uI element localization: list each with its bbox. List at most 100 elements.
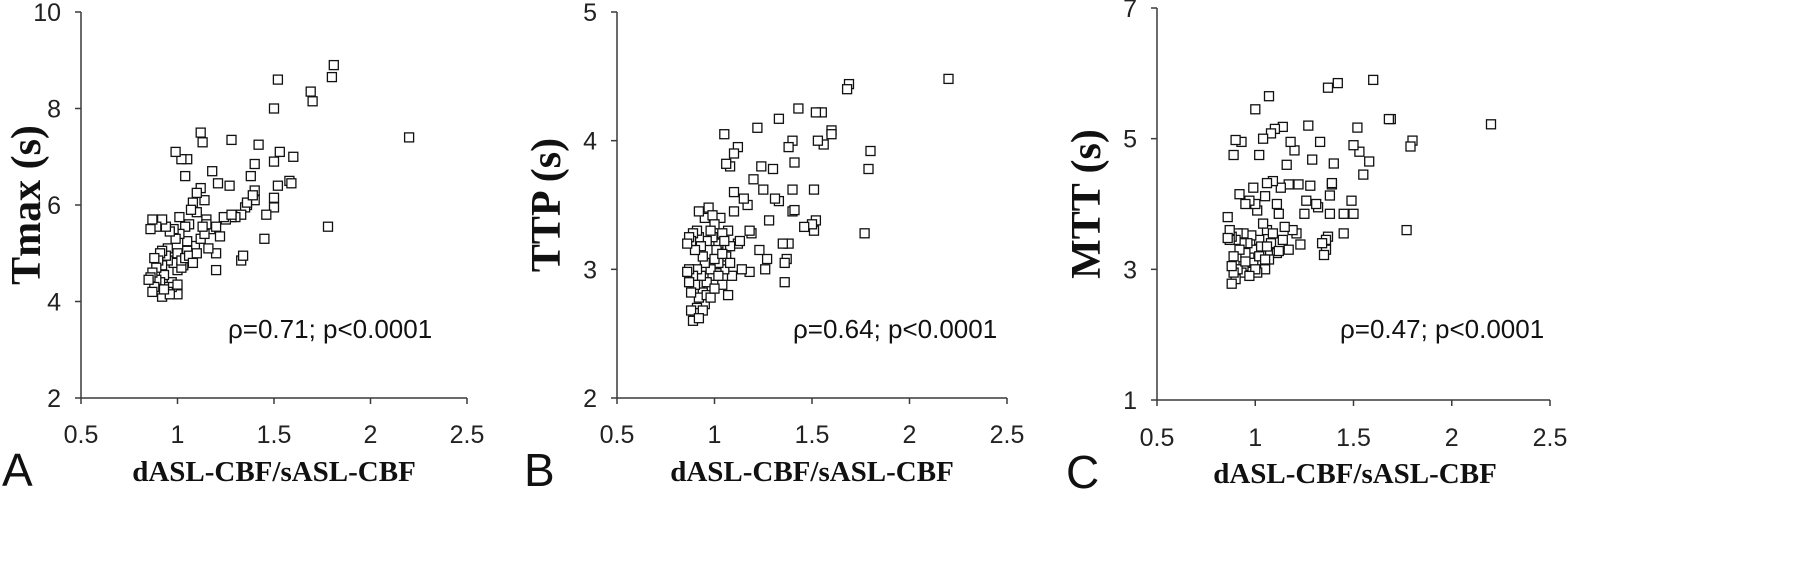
y-tick-label: 5 (1123, 126, 1137, 154)
data-point (728, 148, 740, 159)
data-point (697, 251, 708, 262)
data-point (724, 241, 736, 252)
data-point (1338, 208, 1349, 219)
data-point (268, 103, 280, 114)
y-tick-label: 3 (583, 256, 597, 284)
x-tick-label: 2.5 (450, 421, 485, 449)
data-point (685, 305, 697, 316)
data-point (143, 274, 154, 285)
data-point (237, 250, 249, 261)
data-point (1222, 232, 1233, 244)
data-point (721, 158, 732, 169)
data-point (224, 180, 235, 191)
x-axis-title: dASL-CBF/sASL-CBF (132, 456, 416, 488)
data-point (1314, 136, 1326, 148)
data-point (1326, 177, 1338, 189)
data-point (199, 195, 210, 206)
data-point (761, 253, 773, 265)
data-point (1346, 195, 1357, 206)
data-point (272, 74, 284, 85)
data-point (191, 187, 202, 199)
data-point (705, 264, 716, 275)
data-point (705, 292, 716, 303)
data-point (180, 170, 191, 182)
data-point (763, 215, 775, 226)
data-point (1228, 149, 1239, 161)
data-point (187, 257, 199, 269)
data-point (756, 161, 767, 172)
data-point (783, 141, 794, 153)
scatter-points (682, 73, 954, 326)
data-point (272, 180, 284, 191)
data-point (180, 221, 191, 232)
y-tick-label: 5 (583, 0, 597, 27)
data-point (1293, 179, 1304, 190)
y-tick-label: 2 (583, 385, 597, 413)
data-point (1324, 208, 1336, 219)
data-point (1259, 254, 1271, 265)
data-point (1250, 264, 1261, 275)
y-tick-label: 6 (47, 192, 61, 220)
data-point (274, 146, 285, 158)
panel-label: C (1066, 446, 1099, 498)
data-point (210, 264, 222, 276)
data-point (268, 192, 280, 203)
data-point (1485, 119, 1497, 130)
data-point (1307, 154, 1318, 165)
data-point (1261, 177, 1273, 189)
data-point (812, 135, 824, 146)
data-point (1328, 158, 1339, 169)
data-point (1338, 228, 1349, 239)
data-point (738, 193, 749, 204)
data-point (259, 233, 270, 244)
data-point (1301, 195, 1312, 206)
data-point (1322, 82, 1334, 93)
data-point (724, 257, 736, 269)
data-point (1279, 221, 1290, 233)
x-tick-label: 1 (1248, 424, 1262, 452)
x-tick-label: 2.5 (990, 421, 1025, 449)
data-point (1230, 134, 1241, 146)
data-point (170, 233, 181, 244)
data-point (1271, 198, 1283, 210)
data-point (268, 156, 280, 167)
data-point (709, 283, 720, 294)
data-point (203, 243, 214, 254)
y-tick-label: 7 (1123, 0, 1137, 23)
data-point (1275, 182, 1286, 193)
data-point (789, 204, 800, 216)
data-point (1358, 169, 1369, 180)
data-point (841, 84, 853, 95)
y-tick-label: 4 (583, 128, 597, 156)
data-point (288, 151, 299, 162)
data-point (787, 184, 798, 195)
correlation-annotation: ρ=0.47; p<0.0001 (1340, 314, 1544, 344)
data-point (719, 235, 730, 247)
data-point (149, 252, 160, 264)
data-point (863, 163, 874, 175)
y-axis-title: Tmax (s) (4, 125, 50, 285)
data-point (147, 286, 158, 298)
data-point (1257, 133, 1269, 144)
data-point (777, 238, 788, 249)
x-axis-title: dASL-CBF/sASL-CBF (1213, 458, 1497, 490)
data-point (1289, 145, 1300, 156)
data-point (210, 221, 222, 232)
data-point (286, 178, 297, 189)
data-point (758, 184, 769, 195)
data-point (1240, 256, 1251, 267)
data-point (245, 170, 256, 182)
x-tick-label: 1.5 (1336, 424, 1371, 452)
data-point (693, 313, 705, 324)
data-point (226, 134, 237, 146)
data-point (145, 223, 156, 235)
data-point (701, 277, 712, 288)
data-point (1364, 156, 1375, 167)
data-point (207, 166, 218, 177)
y-tick-label: 4 (47, 289, 61, 317)
data-point (326, 71, 338, 83)
data-point (1405, 141, 1416, 152)
data-point (1228, 251, 1239, 262)
data-point (754, 244, 765, 256)
